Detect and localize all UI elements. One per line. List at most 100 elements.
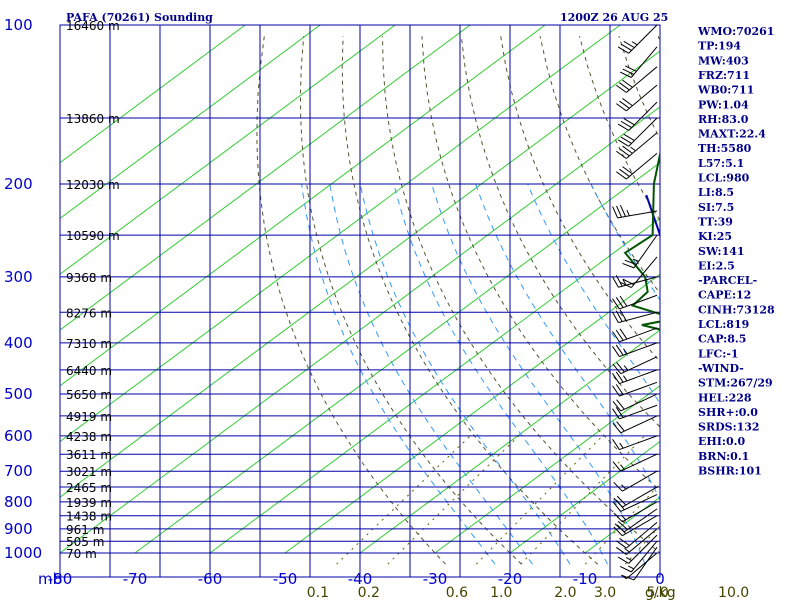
isotherm-line bbox=[60, 25, 321, 220]
barb-full bbox=[613, 512, 623, 523]
isotherm-line bbox=[434, 385, 660, 554]
index-value: LCL:819 bbox=[698, 318, 749, 331]
barb-full bbox=[616, 84, 627, 93]
barb-half bbox=[621, 515, 627, 521]
barb-staff bbox=[619, 369, 658, 385]
wind-barb bbox=[622, 546, 658, 581]
pressure-label: 400 bbox=[4, 334, 33, 352]
barb-staff bbox=[618, 311, 658, 324]
temperature-label: -40 bbox=[348, 570, 373, 588]
mixing-ratio-label: 2.0 bbox=[554, 585, 576, 600]
barb-staff bbox=[630, 46, 658, 78]
barb-full bbox=[622, 262, 635, 269]
barb-full bbox=[617, 556, 629, 564]
height-label: 10590 m bbox=[66, 229, 120, 243]
index-value: MAXT:22.4 bbox=[698, 128, 766, 141]
wind-barb bbox=[617, 534, 658, 564]
height-label: 9368 m bbox=[66, 271, 112, 285]
index-value: BSHR:101 bbox=[698, 465, 762, 478]
height-label: 6440 m bbox=[66, 364, 112, 378]
barb-staff bbox=[619, 342, 658, 358]
dry-adiabat-line bbox=[776, 36, 800, 564]
barb-full bbox=[623, 40, 635, 49]
barb-staff bbox=[630, 256, 658, 288]
mixing-ratio-line bbox=[475, 435, 603, 565]
dry-adiabat-line bbox=[539, 36, 660, 295]
barb-half bbox=[623, 348, 628, 355]
dewpoint-trace bbox=[623, 149, 660, 331]
barb-half bbox=[632, 258, 639, 262]
isotherm-line bbox=[60, 25, 621, 443]
barb-full bbox=[619, 148, 630, 157]
temperature-label: -50 bbox=[273, 570, 298, 588]
barb-half bbox=[620, 464, 625, 470]
barb-full bbox=[622, 166, 633, 175]
wind-barb bbox=[616, 84, 658, 112]
mixing-ratio-label: 0.2 bbox=[358, 585, 380, 600]
pressure-label: 700 bbox=[4, 462, 33, 480]
barb-full bbox=[622, 575, 635, 581]
barb-staff bbox=[626, 528, 658, 555]
dry-adiabat-line bbox=[256, 36, 446, 565]
barb-full bbox=[619, 71, 632, 78]
index-value: MW:403 bbox=[698, 54, 749, 67]
mixing-ratio-line bbox=[624, 525, 660, 565]
barb-full bbox=[617, 139, 629, 147]
wind-barb bbox=[622, 234, 658, 269]
barb-full bbox=[616, 546, 627, 555]
barb-full bbox=[616, 540, 627, 549]
wind-barb bbox=[612, 369, 658, 385]
temperature-label: -70 bbox=[123, 570, 148, 588]
barb-staff bbox=[620, 494, 658, 512]
dry-adiabat-line bbox=[341, 36, 599, 565]
wind-barb bbox=[612, 294, 658, 310]
index-value: HEL:228 bbox=[698, 391, 752, 404]
index-value: WMO:70261 bbox=[697, 25, 774, 38]
pressure-axis-unit: mb bbox=[38, 570, 62, 588]
barb-full bbox=[624, 259, 637, 266]
moist-adiabat-line bbox=[301, 183, 496, 565]
pressure-label: 500 bbox=[4, 385, 33, 403]
mixing-ratio-label: 0.6 bbox=[446, 585, 468, 600]
isotherm-line bbox=[509, 440, 660, 554]
index-value: STM:267/29 bbox=[698, 377, 773, 390]
barb-full bbox=[613, 497, 623, 508]
wind-barb bbox=[613, 470, 658, 492]
height-label: 4238 m bbox=[66, 430, 112, 444]
wind-barb bbox=[612, 205, 658, 219]
wind-barb bbox=[619, 256, 658, 289]
barb-staff bbox=[622, 501, 658, 523]
barb-half bbox=[625, 556, 632, 562]
barb-full bbox=[622, 145, 633, 154]
index-value: SI:7.5 bbox=[698, 201, 734, 214]
barb-full bbox=[619, 82, 630, 91]
temperature-label: -60 bbox=[198, 570, 223, 588]
wind-barb bbox=[619, 540, 658, 573]
wind-barb bbox=[612, 435, 658, 451]
plot-frame bbox=[59, 24, 661, 578]
chart-time: 1200Z 26 AUG 25 bbox=[560, 11, 668, 24]
dry-adiabat-line bbox=[382, 36, 660, 554]
moist-adiabat-line bbox=[359, 183, 571, 565]
index-value: CAPE:12 bbox=[698, 289, 751, 302]
index-value: WB0:711 bbox=[697, 84, 754, 97]
barb-full bbox=[615, 275, 623, 287]
barb-full bbox=[623, 117, 635, 126]
barb-staff bbox=[620, 415, 658, 434]
barb-staff bbox=[626, 152, 658, 180]
height-label: 8276 m bbox=[66, 306, 112, 320]
barb-full bbox=[619, 168, 630, 177]
wind-barb bbox=[619, 46, 658, 78]
barb-staff bbox=[626, 521, 658, 549]
temperature-label: -20 bbox=[498, 570, 523, 588]
barb-full bbox=[612, 501, 622, 512]
wind-barb bbox=[616, 152, 658, 180]
index-value: SHR+:0.0 bbox=[698, 406, 758, 419]
mixing-ratio-line bbox=[755, 436, 800, 564]
barb-full bbox=[612, 408, 620, 420]
moist-adiabat-line bbox=[527, 183, 660, 405]
dry-adiabat-line bbox=[421, 36, 660, 492]
barb-staff bbox=[622, 486, 658, 508]
moist-adiabat-line bbox=[393, 183, 608, 565]
mixing-ratio-label: 3.0 bbox=[594, 585, 616, 600]
